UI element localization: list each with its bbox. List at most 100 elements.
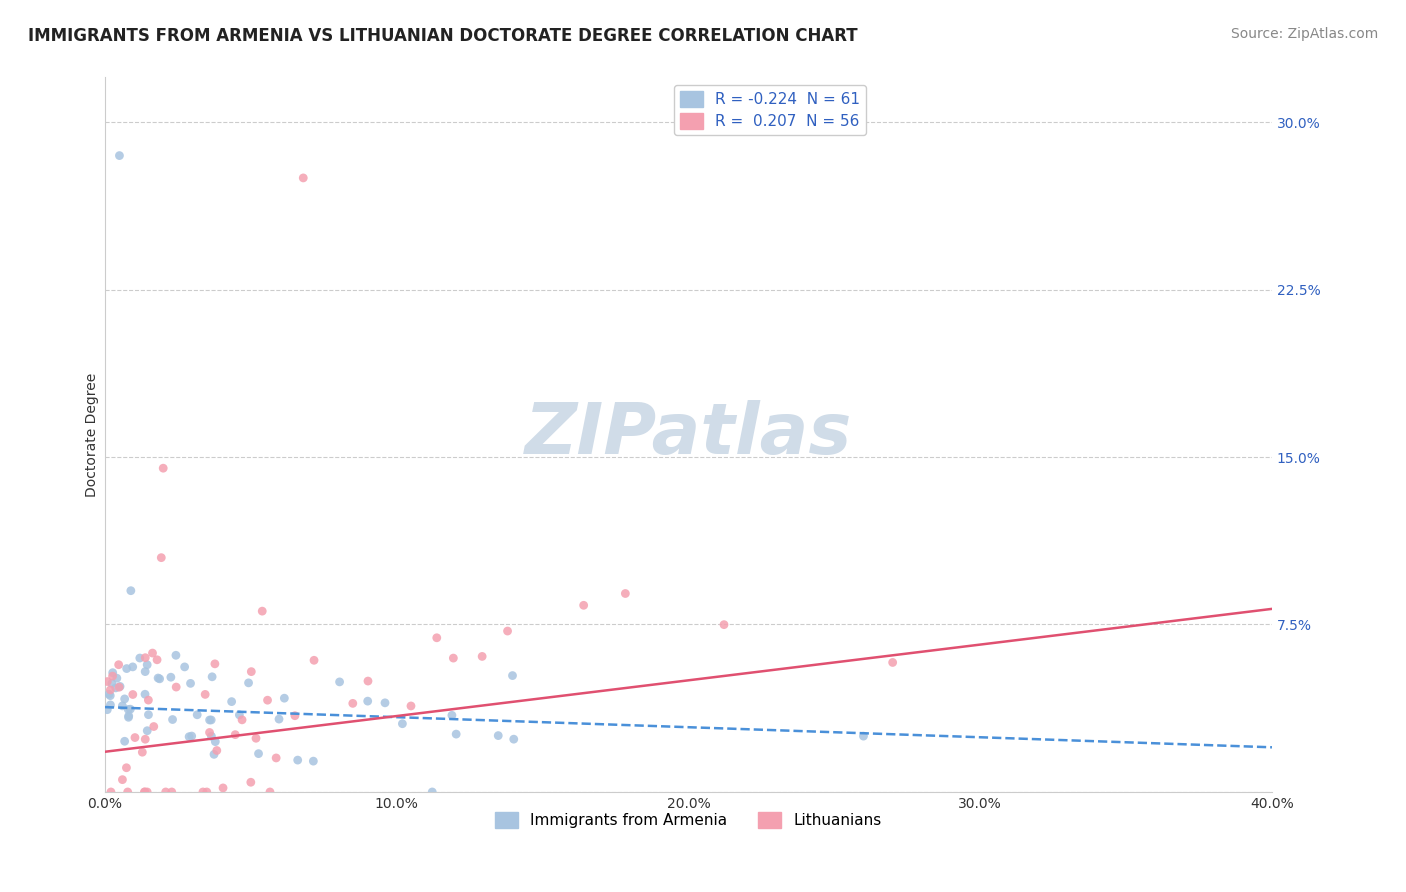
Point	[502, 668, 524, 682]
Point	[882, 656, 904, 670]
Point	[201, 670, 224, 684]
Point	[115, 761, 138, 775]
Point	[231, 713, 253, 727]
Point	[180, 676, 202, 690]
Point	[97, 687, 120, 701]
Point	[420, 785, 443, 799]
Point	[391, 716, 413, 731]
Point	[444, 727, 467, 741]
Text: ZIPatlas: ZIPatlas	[524, 401, 852, 469]
Point	[239, 775, 262, 789]
Point	[329, 674, 352, 689]
Point	[121, 688, 143, 702]
Y-axis label: Doctorate Degree: Doctorate Degree	[86, 373, 100, 497]
Point	[136, 723, 159, 738]
Point	[104, 681, 127, 695]
Point	[486, 729, 509, 743]
Point	[96, 703, 118, 717]
Point	[114, 692, 136, 706]
Point	[186, 707, 208, 722]
Point	[228, 707, 250, 722]
Point	[111, 698, 134, 713]
Point	[101, 676, 124, 690]
Point	[273, 691, 295, 706]
Point	[146, 671, 169, 685]
Point	[342, 697, 364, 711]
Point	[108, 680, 131, 694]
Point	[204, 657, 226, 671]
Point	[136, 657, 159, 672]
Point	[138, 707, 160, 722]
Point	[205, 743, 228, 757]
Point	[572, 599, 595, 613]
Point	[118, 709, 141, 723]
Point	[134, 687, 156, 701]
Point	[152, 461, 174, 475]
Point	[292, 170, 315, 185]
Point	[191, 785, 214, 799]
Point	[357, 674, 380, 689]
Point	[287, 753, 309, 767]
Point	[198, 713, 221, 727]
Point	[224, 728, 246, 742]
Text: IMMIGRANTS FROM ARMENIA VS LITHUANIAN DOCTORATE DEGREE CORRELATION CHART: IMMIGRANTS FROM ARMENIA VS LITHUANIAN DO…	[28, 27, 858, 45]
Point	[614, 586, 637, 600]
Point	[121, 660, 143, 674]
Point	[165, 648, 187, 663]
Point	[245, 731, 267, 746]
Point	[149, 672, 172, 686]
Point	[440, 708, 463, 723]
Point	[198, 725, 221, 739]
Point	[138, 693, 160, 707]
Point	[202, 747, 225, 762]
Point	[101, 665, 124, 680]
Point	[124, 731, 146, 745]
Point	[98, 682, 121, 697]
Point	[496, 624, 519, 638]
Point	[441, 651, 464, 665]
Point	[115, 662, 138, 676]
Legend: Immigrants from Armenia, Lithuanians: Immigrants from Armenia, Lithuanians	[489, 806, 887, 834]
Point	[852, 729, 875, 743]
Point	[134, 732, 156, 747]
Point	[502, 732, 524, 747]
Point	[252, 604, 274, 618]
Point	[105, 671, 128, 685]
Point	[136, 785, 159, 799]
Point	[212, 780, 235, 795]
Point	[426, 631, 449, 645]
Point	[114, 734, 136, 748]
Point	[194, 687, 217, 701]
Point	[108, 680, 131, 694]
Point	[256, 693, 278, 707]
Point	[179, 730, 201, 744]
Point	[155, 785, 177, 799]
Point	[134, 650, 156, 665]
Point	[120, 702, 142, 716]
Point	[117, 710, 139, 724]
Point	[134, 785, 156, 799]
Point	[180, 729, 202, 743]
Point	[713, 617, 735, 632]
Point	[98, 689, 121, 703]
Point	[165, 680, 187, 694]
Point	[134, 785, 156, 799]
Point	[267, 712, 290, 726]
Point	[141, 646, 163, 660]
Point	[101, 669, 124, 683]
Point	[173, 660, 195, 674]
Point	[134, 665, 156, 679]
Point	[146, 653, 169, 667]
Text: Source: ZipAtlas.com: Source: ZipAtlas.com	[1230, 27, 1378, 41]
Point	[160, 670, 183, 684]
Point	[100, 698, 122, 712]
Point	[142, 719, 165, 733]
Point	[195, 785, 218, 799]
Point	[240, 665, 263, 679]
Point	[238, 676, 260, 690]
Point	[247, 747, 270, 761]
Point	[204, 734, 226, 748]
Point	[357, 694, 380, 708]
Point	[128, 651, 150, 665]
Point	[200, 713, 222, 727]
